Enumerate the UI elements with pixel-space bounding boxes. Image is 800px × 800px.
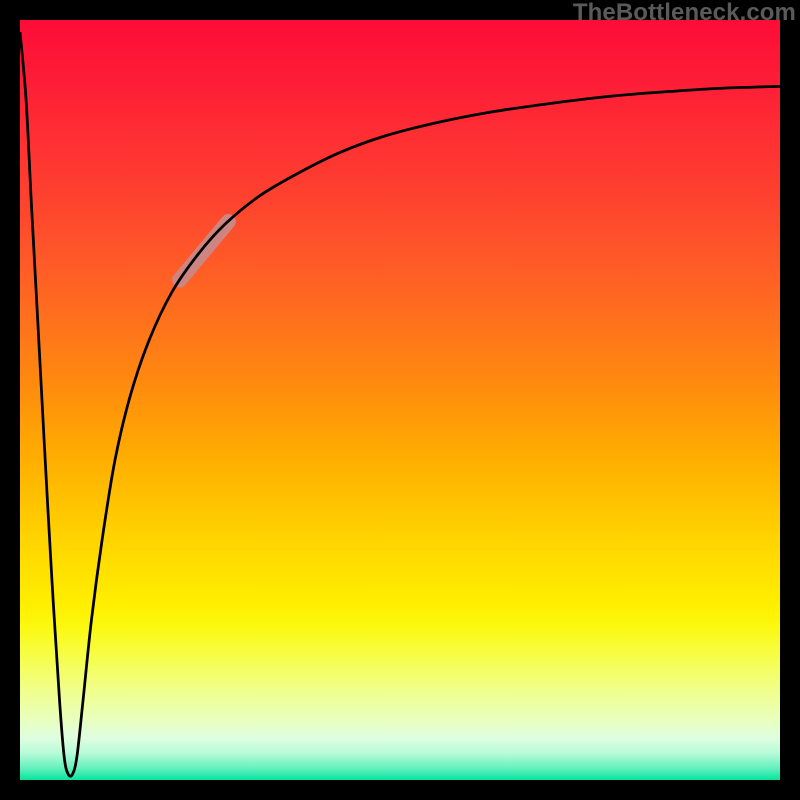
figure: TheBottleneck.com bbox=[0, 0, 800, 800]
chart-plot bbox=[0, 0, 800, 800]
